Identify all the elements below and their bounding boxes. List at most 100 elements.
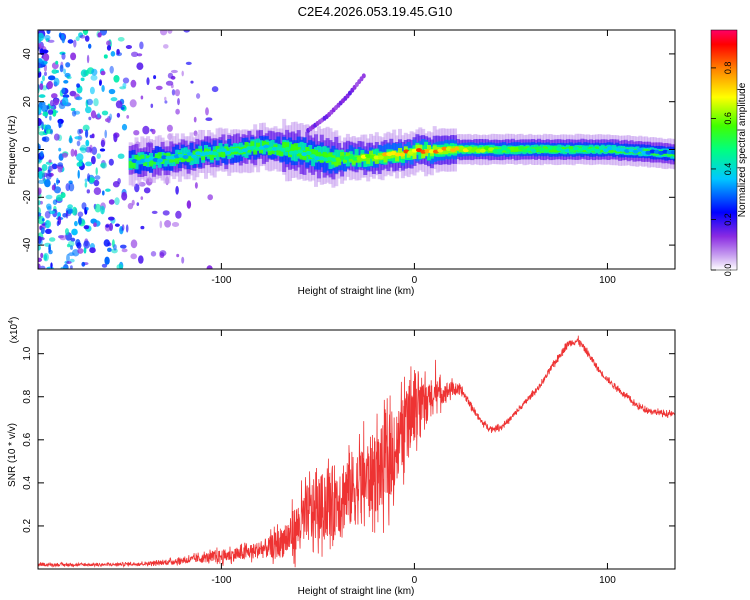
colorbar-tick-label: 0.6	[723, 112, 733, 125]
noise-speckle	[76, 140, 81, 147]
ridge-band	[354, 149, 359, 161]
ridge-band	[201, 152, 206, 161]
noise-speckle	[38, 118, 42, 126]
ridge-core	[564, 148, 571, 153]
ridge-core	[267, 147, 274, 152]
noise-speckle	[45, 194, 53, 200]
noise-speckle	[74, 220, 78, 227]
noise-speckle	[68, 182, 75, 192]
noise-speckle	[67, 240, 75, 247]
noise-speckle	[93, 187, 102, 196]
ridge-band	[351, 157, 356, 165]
snr-y-axis: 0.2 0.4 0.6 0.8 1.0	[22, 346, 675, 533]
noise-speckle	[140, 225, 145, 230]
ridge-core	[297, 149, 304, 154]
noise-speckle	[171, 222, 180, 227]
noise-speckle	[167, 72, 174, 79]
ridge-core	[144, 158, 151, 163]
noise-speckle	[167, 30, 173, 34]
y-tick-label: 20	[22, 96, 33, 108]
ridge-band	[195, 151, 200, 164]
ridge-core	[377, 155, 384, 160]
ridge-band	[369, 154, 373, 166]
ridge-band	[418, 144, 423, 152]
ridge-core	[488, 147, 495, 152]
y-tick-label: 40	[22, 48, 33, 60]
noise-speckle	[114, 223, 120, 227]
noise-speckle	[60, 33, 64, 39]
colorbar-tick-label: 0.4	[723, 163, 733, 176]
noise-speckle	[170, 69, 178, 74]
noise-speckle	[45, 228, 52, 234]
noise-speckle	[74, 149, 78, 157]
ridge-band	[374, 148, 379, 161]
noise-speckle	[86, 189, 91, 194]
noise-speckle	[94, 175, 101, 180]
noise-speckle	[38, 43, 42, 48]
noise-speckle	[48, 159, 52, 163]
colorbar-gradient	[710, 29, 738, 271]
snr-y-scale-exponent: 4	[8, 320, 15, 324]
noise-speckle	[60, 266, 68, 269]
y-tick-label: 1.0	[22, 346, 33, 360]
noise-speckle	[143, 187, 151, 194]
noise-speckle	[115, 100, 123, 109]
noise-speckle	[105, 118, 110, 123]
ridge-band	[418, 147, 423, 160]
noise-speckle	[38, 106, 42, 115]
y-tick-label: 0.8	[22, 389, 33, 403]
noise-speckle	[116, 264, 124, 269]
ridge-band	[363, 155, 368, 167]
noise-speckle	[96, 153, 101, 160]
ridge-core	[437, 148, 444, 153]
noise-speckle	[121, 191, 128, 201]
noise-speckle	[136, 62, 144, 70]
noise-speckle	[75, 96, 83, 101]
noise-speckle	[127, 202, 134, 210]
noise-speckle	[160, 30, 168, 36]
noise-speckle	[99, 80, 102, 86]
noise-speckle	[205, 117, 213, 121]
ridge-band	[192, 150, 197, 158]
noise-speckle	[122, 77, 130, 84]
noise-speckle	[77, 128, 82, 135]
noise-speckle	[61, 87, 66, 94]
ridge-core	[518, 146, 524, 151]
ridge-band	[444, 146, 449, 155]
spectrogram-heatmap	[38, 30, 675, 269]
ridge-core	[263, 144, 270, 149]
noise-speckle	[38, 94, 46, 98]
snr-panel: -100 0 100 0.2 0.4 0.6 0.8 1.0 Height of strai…	[7, 317, 676, 597]
noise-speckle	[97, 112, 101, 119]
x-tick-label: 100	[599, 275, 616, 286]
x-tick-label: 0	[412, 275, 418, 286]
noise-speckle	[125, 224, 129, 233]
ridge-band	[299, 141, 304, 158]
noise-speckle	[61, 96, 69, 106]
ridge-core	[191, 154, 197, 159]
ridge-band	[259, 146, 263, 154]
snr-series-line	[38, 335, 675, 569]
ridge-band	[345, 154, 350, 167]
noise-speckle	[159, 220, 163, 229]
noise-speckle	[85, 106, 92, 114]
noise-speckle	[85, 129, 89, 138]
noise-speckle	[47, 81, 53, 89]
ridge-band	[432, 145, 437, 153]
ridge-band	[180, 155, 185, 163]
ridge-band	[548, 147, 553, 153]
ridge-band	[267, 148, 272, 156]
noise-speckle	[196, 93, 201, 99]
noise-speckle	[86, 54, 90, 64]
ridge-core	[394, 152, 401, 157]
ridge-core	[241, 148, 248, 153]
noise-speckle	[121, 123, 128, 131]
noise-speckle	[97, 32, 102, 38]
noise-speckle	[47, 109, 54, 115]
ridge-core	[607, 146, 614, 151]
noise-speckle	[41, 218, 45, 222]
noise-speckle	[38, 236, 45, 241]
noise-speckle	[47, 39, 55, 43]
noise-speckle	[164, 96, 167, 101]
